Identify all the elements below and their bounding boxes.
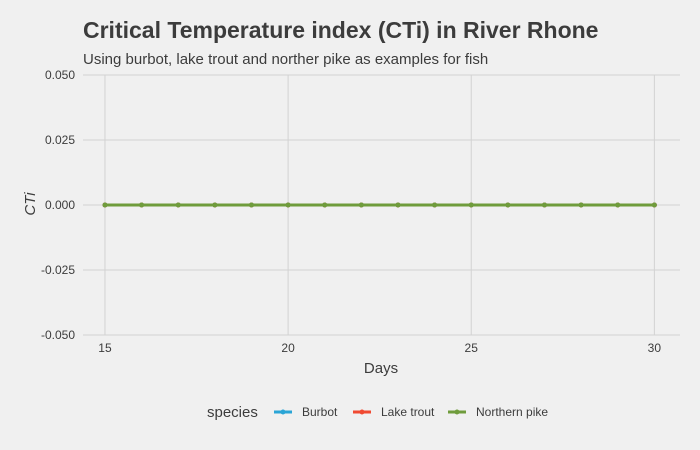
x-axis-title: Days: [364, 360, 398, 377]
x-axis-ticks: 15 20 25 30: [98, 341, 661, 355]
point-northern-pike: [285, 202, 291, 208]
point-northern-pike: [322, 202, 328, 208]
y-axis-ticks: -0.050 -0.025 0.000 0.025 0.050: [41, 68, 75, 342]
point-northern-pike: [615, 202, 621, 208]
point-northern-pike: [358, 202, 364, 208]
y-tick-label: -0.025: [41, 263, 75, 277]
x-tick-label: 15: [98, 341, 112, 355]
y-axis-title: CTi: [22, 192, 39, 216]
y-tick-label: -0.050: [41, 328, 75, 342]
point-northern-pike: [248, 202, 254, 208]
point-northern-pike: [541, 202, 547, 208]
legend-label-lake-trout: Lake trout: [381, 405, 435, 419]
legend-key-point-burbot: [280, 409, 286, 415]
chart-title: Critical Temperature index (CTi) in Rive…: [83, 17, 598, 43]
x-tick-label: 25: [465, 341, 479, 355]
x-tick-label: 20: [281, 341, 295, 355]
point-northern-pike: [395, 202, 401, 208]
point-northern-pike: [578, 202, 584, 208]
x-tick-label: 30: [648, 341, 662, 355]
point-northern-pike: [468, 202, 474, 208]
series-layer: [102, 202, 657, 208]
point-northern-pike: [505, 202, 511, 208]
point-northern-pike: [651, 202, 657, 208]
legend-key-point-lake-trout: [359, 409, 365, 415]
legend-title: species: [207, 404, 258, 421]
y-tick-label: 0.050: [45, 68, 75, 82]
chart-subtitle: Using burbot, lake trout and norther pik…: [83, 51, 488, 68]
point-northern-pike: [212, 202, 218, 208]
legend: species Burbot Lake trout Northern pike: [207, 404, 548, 421]
y-tick-label: 0.000: [45, 198, 75, 212]
y-tick-label: 0.025: [45, 133, 75, 147]
legend-label-northern-pike: Northern pike: [476, 405, 548, 419]
point-northern-pike: [139, 202, 145, 208]
point-northern-pike: [175, 202, 181, 208]
legend-label-burbot: Burbot: [302, 405, 338, 419]
point-northern-pike: [102, 202, 108, 208]
point-northern-pike: [432, 202, 438, 208]
legend-key-point-northern-pike: [454, 409, 460, 415]
